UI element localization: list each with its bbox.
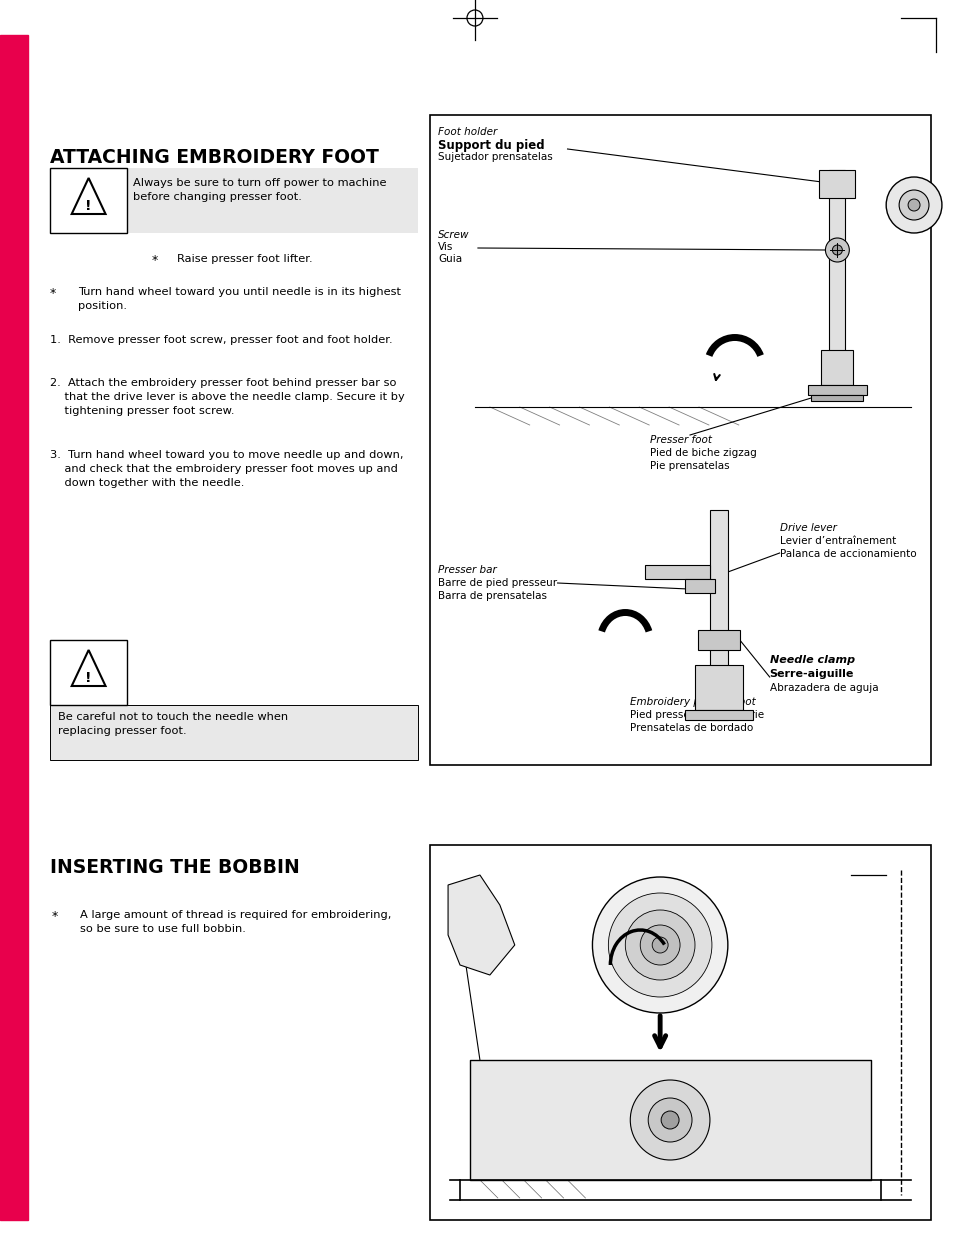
Text: Foot holder: Foot holder bbox=[437, 127, 497, 137]
Bar bbox=[806, 385, 866, 395]
Circle shape bbox=[608, 893, 711, 997]
Circle shape bbox=[660, 1112, 679, 1129]
Circle shape bbox=[907, 199, 919, 211]
Circle shape bbox=[639, 925, 679, 965]
Bar bbox=[430, 115, 930, 764]
Text: *: * bbox=[151, 254, 157, 267]
Text: Screw: Screw bbox=[437, 230, 469, 240]
Text: Barre de pied presseur: Barre de pied presseur bbox=[437, 578, 557, 588]
Circle shape bbox=[885, 177, 941, 233]
Text: A large amount of thread is required for embroidering,: A large amount of thread is required for… bbox=[79, 910, 391, 920]
Text: Always be sure to turn off power to machine
before changing presser foot.: Always be sure to turn off power to mach… bbox=[133, 178, 387, 203]
Text: Needle clamp: Needle clamp bbox=[769, 655, 854, 664]
Bar bbox=[684, 579, 714, 593]
Bar bbox=[819, 170, 855, 198]
Bar bbox=[430, 845, 930, 1220]
Circle shape bbox=[624, 910, 695, 981]
Text: Presser bar: Presser bar bbox=[437, 564, 497, 576]
Text: !: ! bbox=[85, 671, 91, 685]
Text: so be sure to use full bobbin.: so be sure to use full bobbin. bbox=[79, 924, 245, 934]
Text: tightening presser foot screw.: tightening presser foot screw. bbox=[50, 406, 234, 416]
Text: Pied de biche zigzag: Pied de biche zigzag bbox=[650, 448, 756, 458]
Text: Raise presser foot lifter.: Raise presser foot lifter. bbox=[177, 254, 313, 264]
Text: Embroidery presser foot: Embroidery presser foot bbox=[630, 697, 755, 706]
Bar bbox=[821, 350, 852, 385]
Bar bbox=[828, 170, 844, 370]
Bar bbox=[50, 705, 417, 760]
Text: Pied presseur de broderie: Pied presseur de broderie bbox=[630, 710, 763, 720]
Text: !: ! bbox=[85, 199, 91, 212]
Text: Pie prensatelas: Pie prensatelas bbox=[650, 461, 729, 471]
Text: and check that the embroidery presser foot moves up and: and check that the embroidery presser fo… bbox=[50, 464, 397, 474]
Text: Presser foot: Presser foot bbox=[650, 435, 712, 445]
Text: *: * bbox=[51, 910, 58, 923]
Text: ATTACHING EMBROIDERY FOOT: ATTACHING EMBROIDERY FOOT bbox=[50, 148, 378, 167]
Circle shape bbox=[647, 1098, 691, 1142]
Text: Vis: Vis bbox=[437, 242, 453, 252]
Text: 3.  Turn hand wheel toward you to move needle up and down,: 3. Turn hand wheel toward you to move ne… bbox=[50, 450, 403, 459]
Bar bbox=[811, 395, 862, 401]
Bar bbox=[470, 1060, 870, 1179]
Bar bbox=[50, 168, 128, 233]
Text: INSERTING THE BOBBIN: INSERTING THE BOBBIN bbox=[50, 858, 299, 877]
Text: Palanca de accionamiento: Palanca de accionamiento bbox=[779, 550, 915, 559]
Bar bbox=[709, 510, 727, 720]
Text: Prensatelas de bordado: Prensatelas de bordado bbox=[630, 722, 753, 734]
Text: down together with the needle.: down together with the needle. bbox=[50, 478, 244, 488]
Bar bbox=[684, 710, 752, 720]
Circle shape bbox=[898, 190, 928, 220]
Bar bbox=[0, 35, 28, 1220]
Text: *: * bbox=[50, 287, 56, 300]
Bar bbox=[50, 640, 128, 705]
Text: Be careful not to touch the needle when
replacing presser foot.: Be careful not to touch the needle when … bbox=[58, 713, 288, 736]
Bar bbox=[695, 664, 742, 710]
Text: Support du pied: Support du pied bbox=[437, 140, 544, 152]
Circle shape bbox=[824, 238, 848, 262]
Circle shape bbox=[630, 1079, 709, 1160]
Text: 1.  Remove presser foot screw, presser foot and foot holder.: 1. Remove presser foot screw, presser fo… bbox=[50, 335, 392, 345]
Circle shape bbox=[592, 877, 727, 1013]
Text: Turn hand wheel toward you until needle is in its highest
position.: Turn hand wheel toward you until needle … bbox=[77, 287, 400, 311]
Bar bbox=[644, 564, 709, 579]
Bar bbox=[698, 630, 739, 650]
Polygon shape bbox=[448, 876, 515, 974]
Circle shape bbox=[832, 245, 841, 254]
Text: Drive lever: Drive lever bbox=[779, 522, 836, 534]
Text: 2.  Attach the embroidery presser foot behind presser bar so: 2. Attach the embroidery presser foot be… bbox=[50, 378, 395, 388]
Text: that the drive lever is above the needle clamp. Secure it by: that the drive lever is above the needle… bbox=[50, 391, 404, 403]
Circle shape bbox=[652, 937, 667, 953]
Text: Serre-aiguille: Serre-aiguille bbox=[769, 669, 853, 679]
Bar bbox=[50, 168, 417, 233]
Text: Abrazadera de aguja: Abrazadera de aguja bbox=[769, 683, 878, 693]
Text: Sujetador prensatelas: Sujetador prensatelas bbox=[437, 152, 553, 162]
Text: Barra de prensatelas: Barra de prensatelas bbox=[437, 592, 546, 601]
Text: Guia: Guia bbox=[437, 254, 462, 264]
Text: Levier d’entraînement: Levier d’entraînement bbox=[779, 536, 895, 546]
